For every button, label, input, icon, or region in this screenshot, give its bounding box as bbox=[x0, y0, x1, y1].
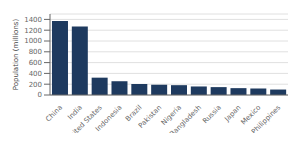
svg-text:200: 200 bbox=[29, 81, 42, 89]
svg-text:1000: 1000 bbox=[24, 37, 42, 45]
svg-text:600: 600 bbox=[29, 59, 42, 67]
svg-text:China: China bbox=[44, 104, 64, 124]
svg-text:Philippines: Philippines bbox=[250, 103, 283, 133]
svg-text:0: 0 bbox=[38, 91, 42, 99]
svg-text:Indonesia: Indonesia bbox=[94, 104, 124, 133]
svg-text:Russia: Russia bbox=[201, 104, 223, 126]
svg-text:800: 800 bbox=[29, 48, 42, 56]
svg-text:1400: 1400 bbox=[24, 16, 42, 24]
svg-text:Brazil: Brazil bbox=[124, 103, 144, 124]
svg-text:Nigeria: Nigeria bbox=[159, 103, 184, 127]
svg-text:Pakistan: Pakistan bbox=[137, 104, 163, 130]
svg-text:Mexico: Mexico bbox=[239, 103, 263, 127]
svg-text:India: India bbox=[66, 104, 84, 122]
svg-text:Japan: Japan bbox=[223, 103, 243, 124]
svg-text:Bangladesh: Bangladesh bbox=[168, 104, 203, 133]
svg-text:1200: 1200 bbox=[24, 27, 42, 35]
svg-text:Population (millions): Population (millions) bbox=[12, 19, 20, 91]
svg-text:400: 400 bbox=[29, 70, 42, 78]
